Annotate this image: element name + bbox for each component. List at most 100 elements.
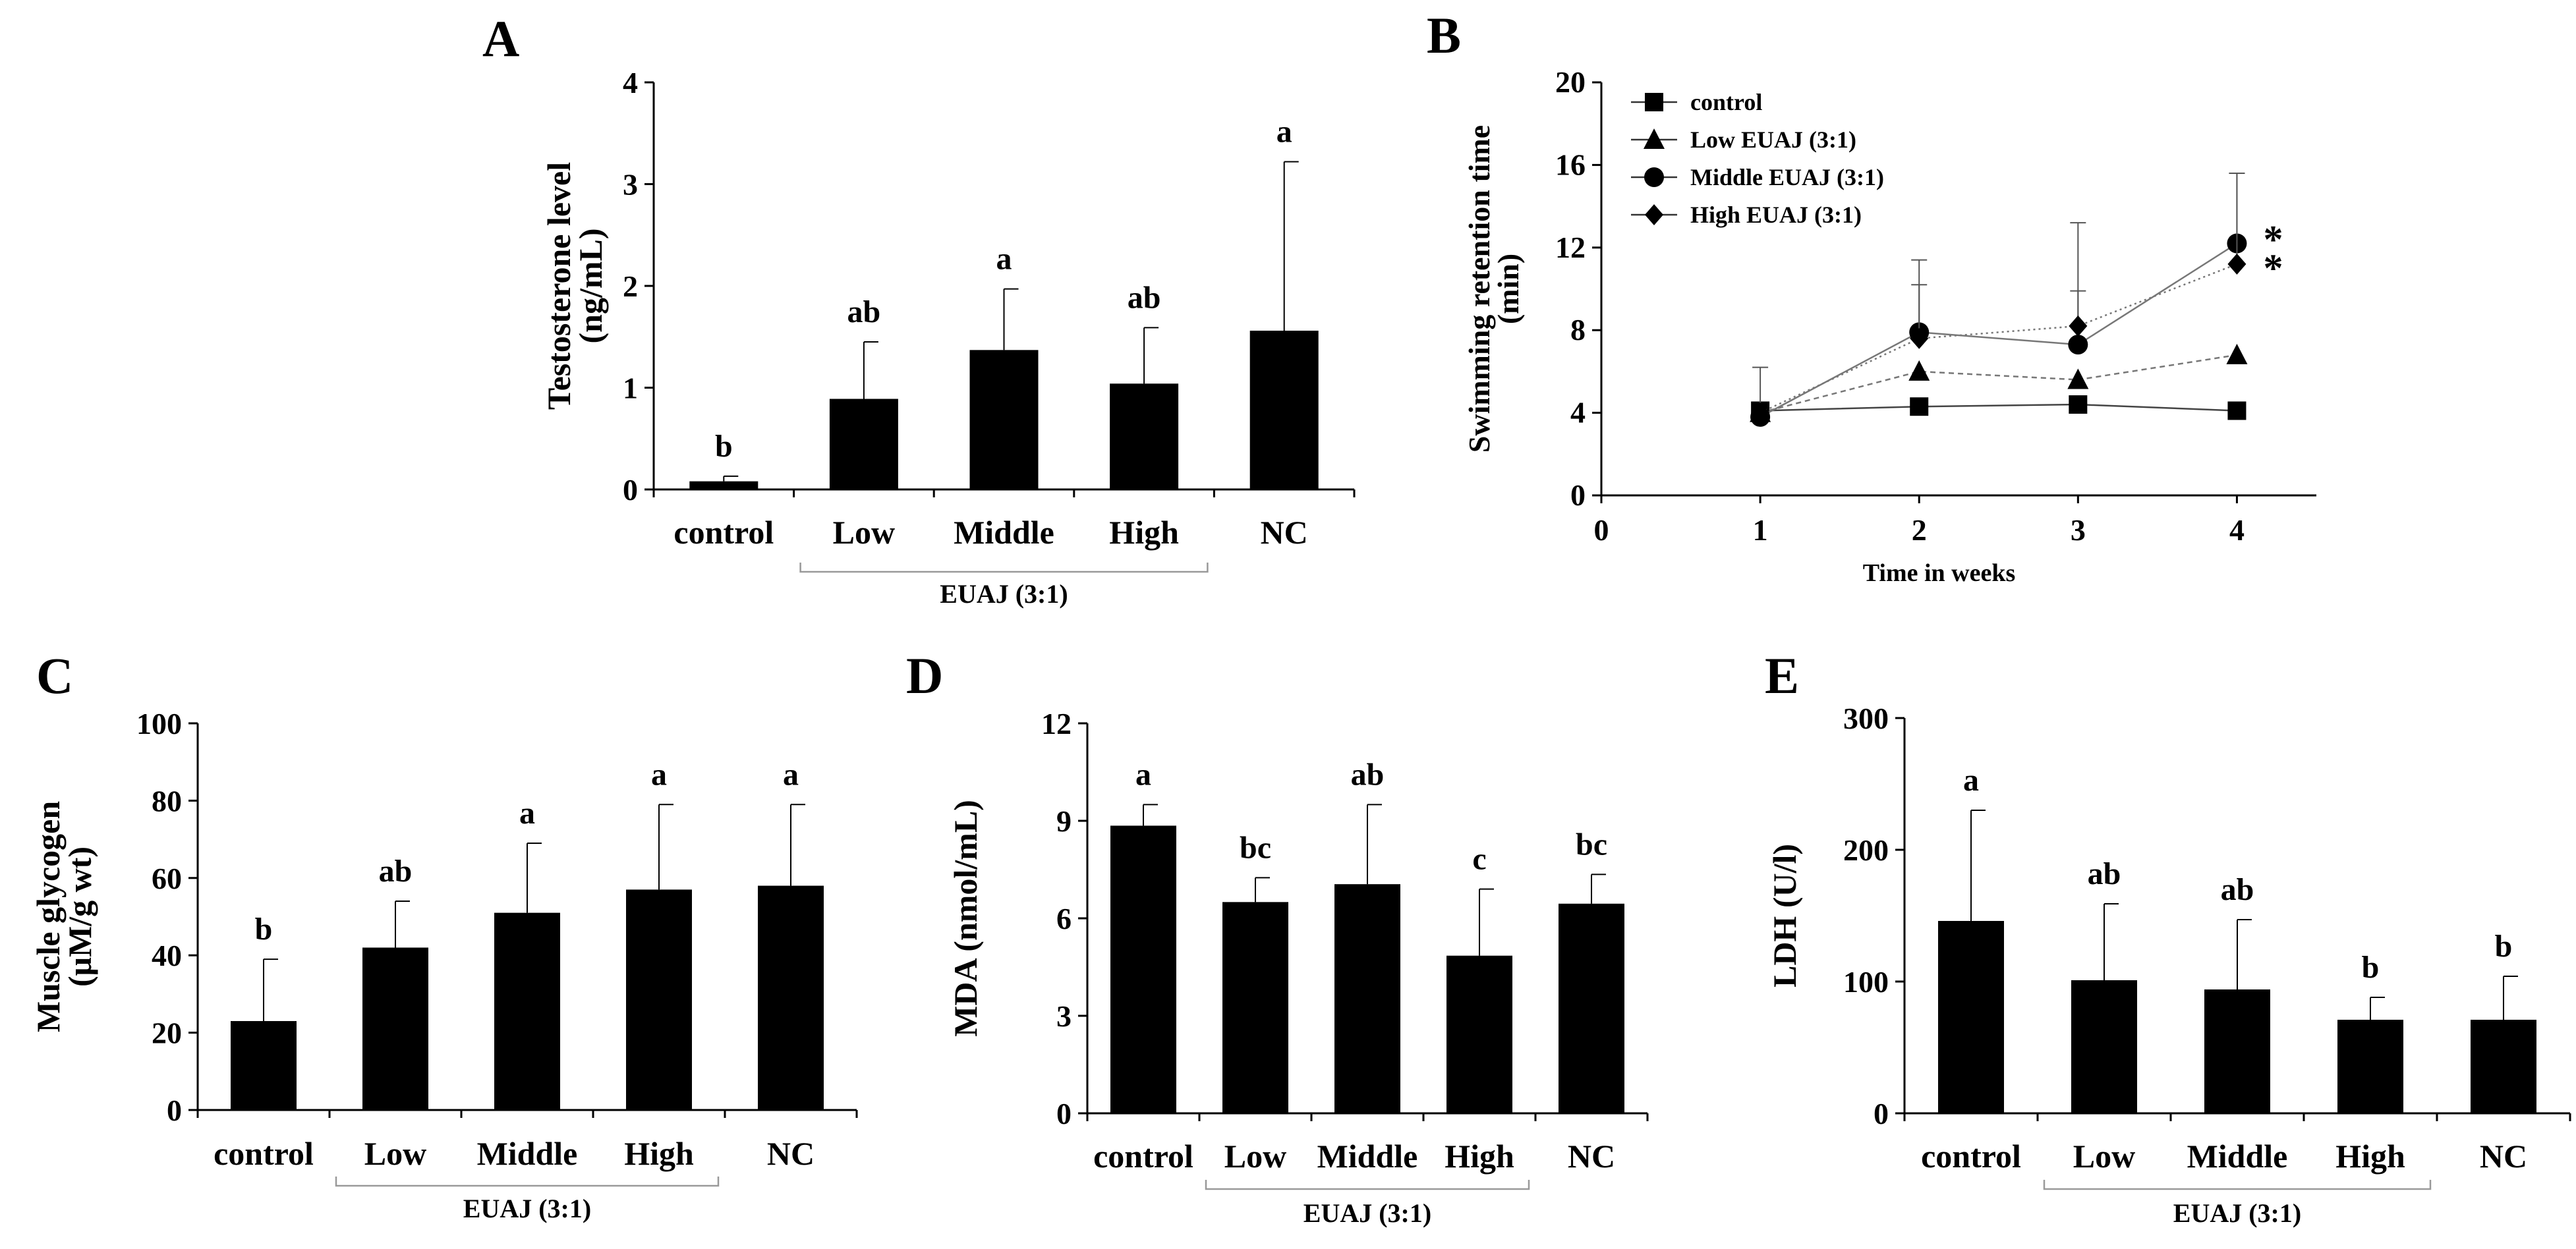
y-axis-label-B: Swimming retention time [1462,125,1496,453]
bar-A-0 [689,481,758,489]
category-label-D: NC [1568,1138,1615,1175]
data-point-triangle [2226,343,2248,364]
y-axis-label-E: LDH (U/l) [1766,844,1803,987]
y-tick-label-A: 1 [623,372,638,405]
legend-marker-diamond [1645,204,1663,225]
y-tick-label-B: 8 [1570,313,1586,347]
bar-C-2 [494,912,560,1110]
y-tick-label-C: 40 [152,939,182,972]
y-tick-label-E: 300 [1843,702,1889,735]
category-label-A: control [673,514,774,551]
significance-label-E: ab [2088,856,2121,891]
data-point-diamond [1910,327,1929,349]
category-label-C: Low [364,1135,426,1172]
significance-label-D: bc [1576,827,1607,862]
category-label-A: NC [1261,514,1308,551]
legend-marker-square [1645,93,1663,111]
bar-C-1 [362,947,428,1110]
data-point-triangle [2067,368,2089,389]
category-label-E: NC [2480,1138,2527,1175]
category-label-C: High [624,1135,694,1172]
bar-E-3 [2337,1020,2403,1113]
data-point-circle [2068,335,2088,355]
significance-label-C: a [783,757,799,792]
y-tick-label-E: 200 [1843,833,1889,867]
bar-A-2 [969,350,1039,489]
y-tick-label-B: 16 [1555,148,1586,181]
y-axis-label-B: (min) [1491,254,1525,324]
bar-E-1 [2071,980,2137,1113]
x-tick-label-B: 1 [1753,513,1768,547]
category-label-D: control [1093,1138,1193,1175]
y-tick-label-A: 4 [623,66,638,99]
y-tick-label-D: 6 [1056,902,1072,935]
significance-label-C: a [519,796,535,831]
legend-label: High EUAJ (3:1) [1690,202,1862,228]
bar-E-2 [2204,989,2270,1113]
category-label-D: High [1445,1138,1514,1175]
y-tick-label-A: 0 [623,473,638,507]
y-tick-label-A: 3 [623,168,638,202]
series-line-2 [1760,242,2238,418]
panel-letter-A: A [482,10,519,67]
significance-label-C: b [255,912,273,947]
bar-D-3 [1446,955,1512,1113]
group-bracket-A [799,563,1209,573]
y-tick-label-D: 0 [1056,1097,1072,1130]
y-tick-label-E: 100 [1843,965,1889,999]
group-bracket-E [2043,1180,2432,1190]
significance-label-A: a [1276,115,1292,150]
group-label-D: EUAJ (3:1) [1303,1198,1431,1228]
x-tick-label-B: 4 [2229,513,2245,547]
panel-letter-B: B [1427,7,1461,64]
y-tick-label-B: 12 [1555,231,1586,264]
y-tick-label-C: 60 [152,862,182,895]
significance-label-D: ab [1351,757,1385,792]
y-tick-label-B: 4 [1570,396,1586,430]
data-point-diamond [2227,253,2247,275]
bar-A-1 [829,399,898,489]
bar-E-4 [2471,1020,2536,1113]
category-label-C: Middle [477,1135,578,1172]
y-axis-label-D: MDA (nmol/mL) [947,800,984,1037]
panel-letter-E: E [1765,647,1799,704]
significance-label-A: ab [1128,280,1161,315]
x-tick-label-B: 3 [2071,513,2086,547]
y-tick-label-C: 80 [152,784,182,818]
category-label-D: Low [1224,1138,1286,1175]
group-label-A: EUAJ (3:1) [940,579,1068,609]
category-label-E: Middle [2187,1138,2288,1175]
category-label-D: Middle [1317,1138,1418,1175]
y-tick-label-C: 0 [167,1094,182,1127]
legend-marker-circle [1644,167,1664,187]
x-tick-label-B: 2 [1912,513,1927,547]
y-axis-label-C: Muscle glycogen [30,801,67,1033]
bar-C-4 [758,885,824,1110]
bar-C-0 [231,1020,297,1110]
bar-A-3 [1110,383,1179,489]
panel-letter-C: C [36,647,73,704]
y-tick-label-D: 3 [1056,999,1072,1033]
group-label-E: EUAJ (3:1) [2173,1198,2301,1228]
category-label-A: High [1109,514,1179,551]
significance-label-D: a [1135,757,1151,792]
group-bracket-D [1205,1180,1530,1190]
significance-label-A: b [715,429,733,464]
data-point-square [2069,395,2088,414]
y-tick-label-C: 100 [136,707,182,740]
significance-label-D: bc [1240,830,1271,865]
series-line-0 [1760,403,2237,412]
category-label-E: High [2335,1138,2405,1175]
legend-label: control [1690,89,1762,115]
group-label-C: EUAJ (3:1) [463,1194,591,1223]
significance-label-C: a [651,757,667,792]
y-tick-label-A: 2 [623,269,638,303]
significance-label-A: ab [847,294,881,329]
y-axis-label-A: Testosterone level [540,162,577,410]
data-point-square [1910,397,1929,416]
series-line-1 [1760,354,2237,414]
significance-label-C: ab [379,854,413,889]
x-tick-label-B: 0 [1594,513,1609,547]
bar-D-4 [1559,903,1624,1113]
